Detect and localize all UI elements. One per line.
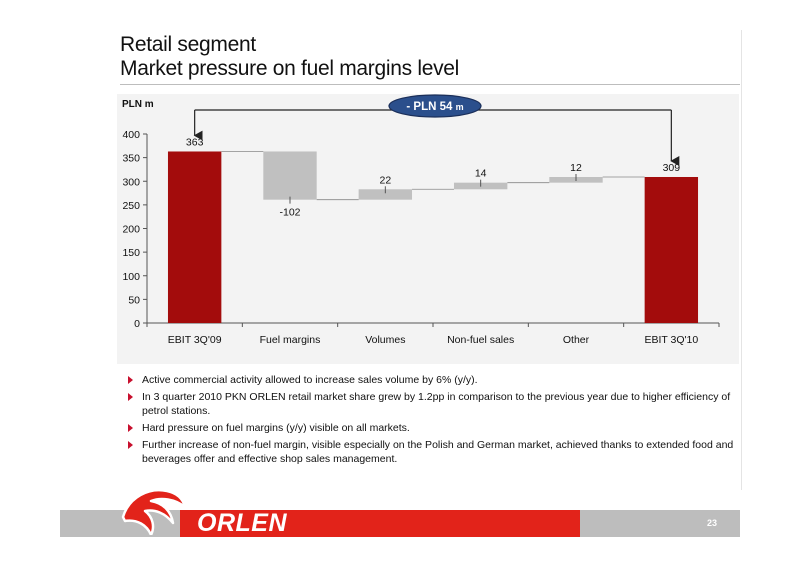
data-label: -102 [279, 207, 300, 219]
chart-panel: 0 50 100 150 200 250 300 350 400 EBIT 3Q'09 Fuel m… [117, 94, 739, 364]
bullet-item: Further increase of non-fuel margin, vis… [126, 438, 741, 466]
bar-0 [167, 151, 222, 323]
bullet-list: Active commercial activity allowed to in… [126, 373, 741, 469]
bullet-arrow-icon [128, 376, 133, 384]
x-tick-label: EBIT 3Q'09 [168, 334, 222, 346]
bullet-item: In 3 quarter 2010 PKN ORLEN retail marke… [126, 390, 741, 418]
bar-5 [644, 176, 699, 323]
unit-label: PLN m [122, 99, 154, 110]
y-tick-label: 350 [122, 153, 140, 165]
bullet-item: Hard pressure on fuel margins (y/y) visi… [126, 421, 741, 435]
bullet-arrow-icon [128, 393, 133, 401]
x-tick-label: Other [563, 334, 590, 346]
orlen-eagle-icon [121, 488, 187, 535]
data-label: 14 [475, 168, 487, 180]
x-tick-label: EBIT 3Q'10 [644, 334, 698, 346]
y-tick-label: 400 [122, 129, 140, 141]
x-tick-label: Non-fuel sales [447, 334, 514, 346]
right-divider [741, 30, 742, 490]
data-label: 22 [379, 174, 391, 186]
data-label: 12 [570, 162, 582, 174]
waterfall-chart: 0 50 100 150 200 250 300 350 400 EBIT 3Q'09 Fuel m… [122, 94, 720, 346]
y-tick-label: 150 [122, 247, 140, 259]
data-label: 309 [663, 162, 681, 174]
page-number: 23 [707, 518, 718, 528]
y-tick-label: 200 [122, 224, 140, 236]
bullet-text: Further increase of non-fuel margin, vis… [142, 439, 734, 465]
bullet-text: Active commercial activity allowed to in… [142, 374, 478, 386]
footer-brand-band [180, 510, 580, 537]
data-label: 363 [186, 136, 204, 148]
slide-title: Retail segment Market pressure on fuel m… [120, 33, 459, 81]
y-tick-label: 100 [122, 271, 140, 283]
y-tick-label: 0 [134, 318, 140, 330]
annotation-text: - PLN 54 m [406, 101, 463, 113]
orlen-logo-text: ORLEN [197, 509, 287, 537]
bar-1 [263, 151, 317, 200]
bullet-arrow-icon [128, 441, 133, 449]
bullet-item: Active commercial activity allowed to in… [126, 373, 741, 387]
bullet-arrow-icon [128, 424, 133, 432]
title-line-1: Retail segment [120, 33, 256, 56]
title-divider [120, 84, 740, 85]
x-tick-label: Fuel margins [260, 334, 321, 346]
y-tick-label: 250 [122, 200, 140, 212]
title-line-2: Market pressure on fuel margins level [120, 57, 460, 80]
y-tick-label: 50 [128, 294, 140, 306]
bullet-text: In 3 quarter 2010 PKN ORLEN retail marke… [142, 391, 731, 417]
bar-2 [358, 189, 413, 200]
annotation-unit: m [456, 102, 464, 112]
x-tick-label: Volumes [365, 334, 405, 346]
bullet-text: Hard pressure on fuel margins (y/y) visi… [142, 422, 410, 434]
annotation-value: - PLN 54 [406, 101, 455, 113]
annotation-badge [388, 94, 482, 118]
y-tick-label: 300 [122, 176, 140, 188]
